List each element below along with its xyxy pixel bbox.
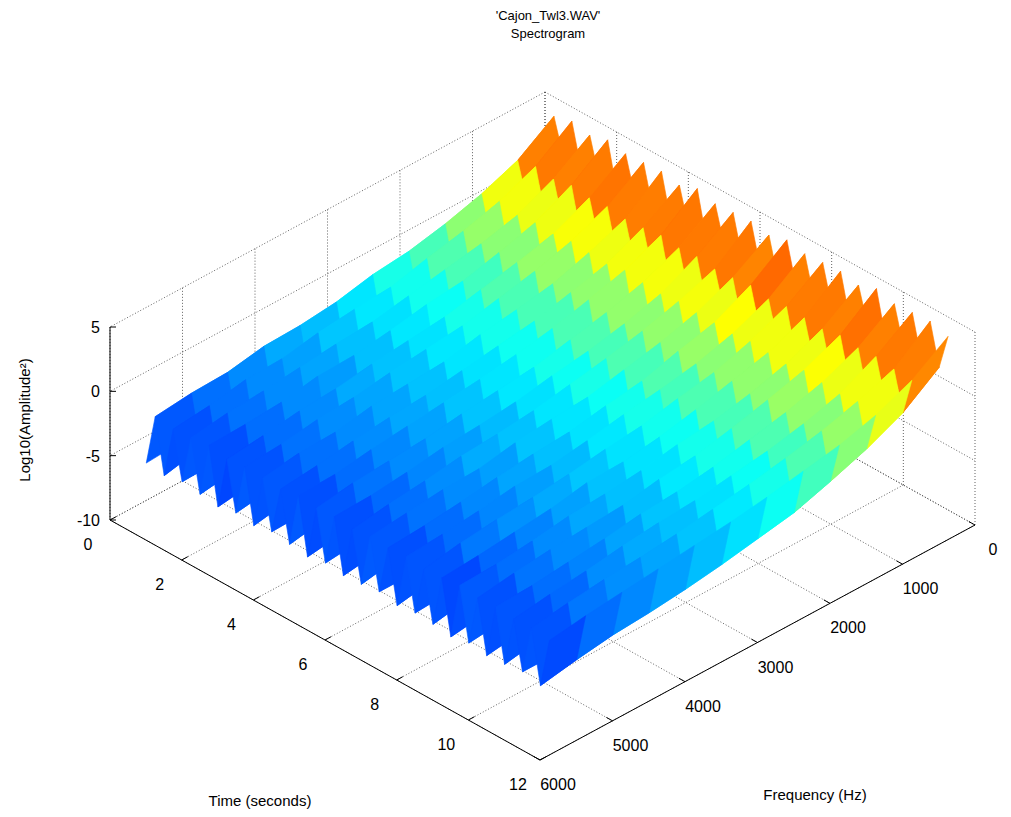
x-axis-title: Frequency (Hz): [763, 786, 866, 803]
tick: [325, 637, 331, 640]
tick-label: -10: [77, 512, 100, 529]
tick: [468, 717, 474, 720]
titles: 'Cajon_Twl3.WAV' Spectrogram Time (seconds…: [16, 8, 867, 809]
tick-label: 5000: [613, 737, 649, 754]
grid-line: [110, 327, 111, 520]
tick-label: 10: [437, 736, 455, 753]
tick-label: 0: [84, 536, 93, 553]
surface-cell: [867, 380, 912, 449]
chart: -10 -5 0 5 0 2 4 6 8 10 12 0 1000 2000 3000 4000 5000 600…: [0, 0, 1011, 817]
tick: [397, 677, 403, 680]
tick-label: 1000: [903, 580, 939, 597]
tick: [110, 391, 116, 392]
tick: [110, 327, 116, 328]
z-axis-title: Log10(Amplitude²): [16, 358, 33, 481]
surface-cell: [540, 616, 585, 686]
tick: [824, 600, 830, 603]
tick: [751, 639, 757, 642]
grid-line: [183, 481, 613, 721]
tick: [253, 597, 259, 600]
tick-label: -5: [86, 448, 100, 465]
tick-label: 0: [91, 383, 100, 400]
z-axis-line: [110, 327, 111, 520]
tick: [110, 517, 116, 520]
tick-labels: -10 -5 0 5 0 2 4 6 8 10 12 0 1000 2000 3000 4000 5000 600…: [77, 319, 998, 793]
x-axis-line: [540, 525, 975, 760]
tick-label: 0: [989, 541, 998, 558]
title: 'Cajon_Twl3.WAV': [496, 8, 601, 23]
axes: [110, 327, 975, 760]
tick-label: 6000: [540, 776, 576, 793]
grid-line: [468, 485, 903, 720]
grid: [110, 92, 975, 760]
tick: [679, 678, 685, 681]
tick-label: 4000: [685, 698, 721, 715]
tick-label: 4: [227, 616, 236, 633]
tick-label: 12: [509, 776, 527, 793]
grid-line: [975, 332, 976, 525]
tick-label: 2: [155, 576, 164, 593]
grid-line: [255, 442, 685, 682]
tick: [182, 557, 188, 560]
tick-label: 5: [91, 319, 100, 336]
tick: [606, 717, 612, 720]
tick: [540, 757, 546, 760]
y-axis-line: [110, 520, 540, 760]
grid-line: [397, 445, 832, 680]
tick: [896, 561, 902, 564]
tick-label: 3000: [758, 659, 794, 676]
surface: [146, 116, 948, 685]
grid-line: [540, 525, 975, 760]
tick: [110, 455, 116, 456]
tick-label: 6: [299, 656, 308, 673]
subtitle: Spectrogram: [511, 26, 585, 41]
tick-label: 8: [370, 696, 379, 713]
tick: [534, 757, 540, 760]
tick: [969, 522, 975, 525]
tick-label: 2000: [830, 619, 866, 636]
y-axis-title: Time (seconds): [209, 792, 312, 809]
surface-cell: [903, 336, 948, 412]
